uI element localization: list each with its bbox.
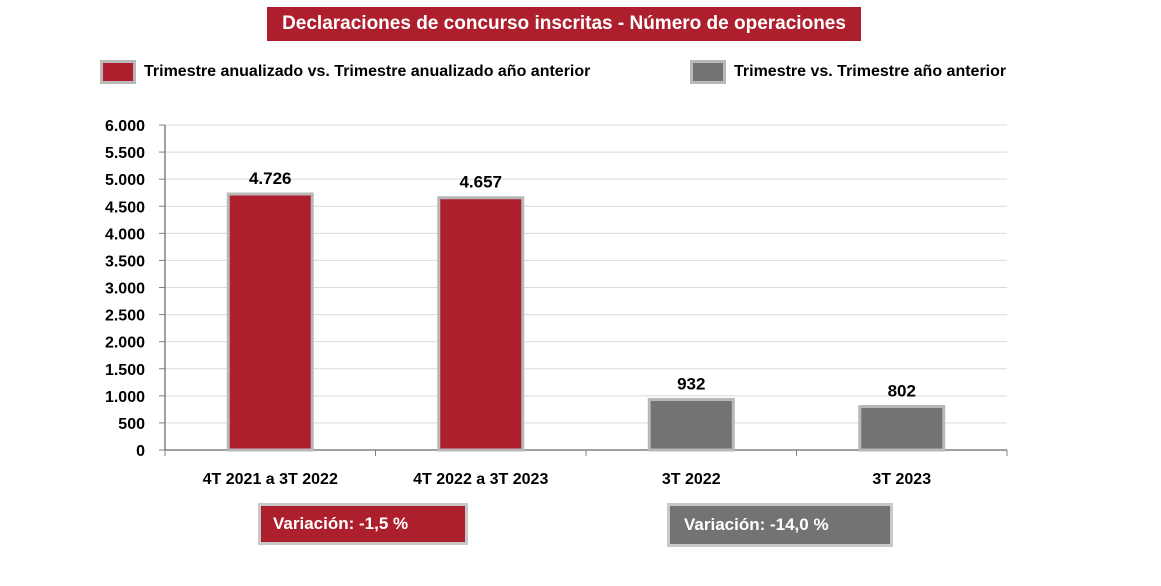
bar — [437, 196, 525, 452]
bar — [858, 405, 946, 452]
y-tick-label: 6.000 — [105, 118, 145, 135]
y-tick-label: 1.000 — [105, 389, 145, 406]
data-label: 4.726 — [249, 169, 292, 188]
legend-label-annualized: Trimestre anualizado vs. Trimestre anual… — [144, 63, 591, 80]
y-tick-label: 4.500 — [105, 199, 145, 216]
variation-badge-quarterly: Variación: -14,0 % — [667, 503, 893, 547]
y-tick-label: 0 — [136, 443, 145, 460]
variation-badge-annualized: Variación: -1,5 % — [258, 503, 468, 545]
legend-label-quarterly: Trimestre vs. Trimestre año anterior — [734, 63, 1007, 80]
variation-label-annualized: Variación: -1,5 % — [273, 514, 409, 533]
y-tick-label: 5.500 — [105, 145, 145, 162]
y-tick-label: 4.000 — [105, 226, 145, 243]
bar — [226, 192, 314, 452]
chart-title: Declaraciones de concurso inscritas - Nú… — [267, 7, 861, 41]
y-tick-label: 3.000 — [105, 281, 145, 298]
data-label: 802 — [888, 382, 916, 401]
y-tick-label: 500 — [118, 416, 145, 433]
y-tick-label: 2.500 — [105, 308, 145, 325]
x-tick-label: 3T 2022 — [662, 471, 721, 488]
variation-label-quarterly: Variación: -14,0 % — [684, 515, 829, 534]
legend-swatch-gray — [690, 60, 726, 84]
y-tick-label: 3.500 — [105, 253, 145, 270]
x-tick-label: 4T 2022 a 3T 2023 — [413, 471, 548, 488]
y-tick-label: 5.000 — [105, 172, 145, 189]
y-tick-label: 2.000 — [105, 335, 145, 352]
legend-item-annualized: Trimestre anualizado vs. Trimestre anual… — [100, 60, 590, 84]
legend-swatch-red — [100, 60, 136, 84]
y-tick-label: 1.500 — [105, 362, 145, 379]
x-tick-label: 4T 2021 a 3T 2022 — [203, 471, 338, 488]
data-label: 932 — [677, 375, 705, 394]
bar — [647, 398, 735, 452]
legend-item-quarterly: Trimestre vs. Trimestre año anterior — [690, 60, 1006, 84]
data-label: 4.657 — [459, 173, 502, 192]
x-tick-label: 3T 2023 — [872, 471, 931, 488]
